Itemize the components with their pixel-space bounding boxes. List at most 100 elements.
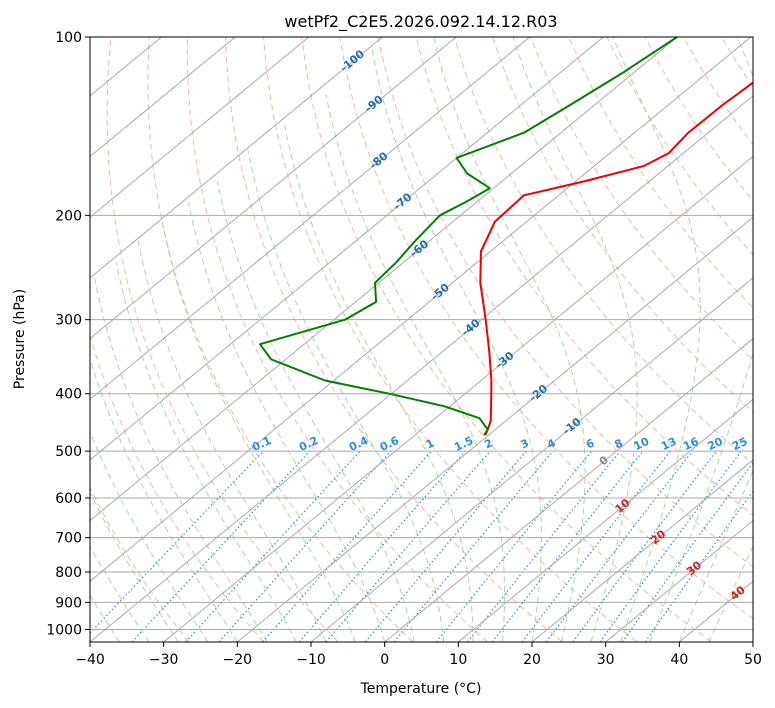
dry-adiabat-line (721, 37, 753, 88)
profile-series (259, 37, 753, 436)
isotherm-line (90, 37, 752, 582)
isotherm-line (90, 37, 531, 400)
isotherm-line (90, 37, 236, 158)
y-tick-label: 300 (55, 313, 82, 329)
x-tick-label: 40 (670, 652, 688, 668)
dry-adiabat-line (90, 333, 264, 642)
isotherm-line (237, 216, 753, 642)
dry-adiabat-line (147, 37, 414, 642)
dry-adiabat-line (225, 37, 563, 642)
moist-adiabat-line (137, 239, 327, 642)
mixing-ratio-line (364, 450, 527, 642)
mixing-ratio-label: 6 (584, 436, 597, 451)
mixing-ratio-label: 8 (613, 436, 625, 451)
pressure-gridlines (90, 37, 753, 630)
mixing-ratio-label: 13 (659, 435, 678, 453)
dry-adiabat-line (760, 37, 775, 642)
isotherm-line (310, 277, 753, 642)
x-axis-label: Temperature (°C) (360, 681, 482, 697)
x-tick-label: 10 (449, 652, 467, 668)
mixing-ratio-line (262, 450, 433, 642)
x-tick-label: −40 (75, 652, 105, 668)
y-axis-label: Pressure (hPa) (12, 289, 28, 389)
dry-adiabat-line (682, 37, 753, 146)
mixing-ratio-label: 4 (545, 436, 558, 451)
dry-adiabat-line (492, 37, 753, 413)
x-tick-label: 20 (523, 652, 541, 668)
temperature-profile-line (479, 81, 753, 436)
moist-adiabat-line (371, 49, 542, 642)
x-tick-label: −10 (296, 652, 326, 668)
y-tick-label: 100 (55, 30, 82, 46)
mixing-ratio-line (545, 450, 693, 642)
isotherm-line (90, 37, 310, 218)
mixing-ratio-label: 20 (706, 435, 726, 453)
x-axis-ticks: −40 −30 −20 −10 0 10 20 30 40 50 (75, 642, 762, 668)
potential-temp-label: -100 (338, 47, 368, 75)
moist-adiabat-line (612, 37, 701, 642)
mixing-ratio-line (131, 450, 311, 642)
moist-adiabat-line (247, 149, 445, 642)
dry-adiabat-line (186, 37, 488, 642)
dry-adiabat-line (90, 486, 190, 642)
moist-adiabat-line (115, 262, 297, 642)
x-tick-label: 50 (744, 652, 762, 668)
dry-adiabat-line (377, 37, 753, 568)
moist-adiabat-line (708, 545, 753, 642)
moist-adiabat-line (649, 37, 753, 642)
dry-adiabat-line (415, 37, 753, 516)
moist-adiabat-line (283, 123, 474, 642)
isotherm-line (90, 37, 383, 279)
y-tick-label: 500 (55, 444, 82, 460)
isotherm-line (163, 155, 753, 642)
isotherms (90, 37, 753, 642)
plot-frame (89, 36, 754, 643)
dewpoint-profile-line (259, 37, 678, 436)
mixing-ratio-line (467, 450, 621, 642)
moist-adiabat-line (90, 491, 179, 642)
isotherm-line (90, 37, 457, 340)
y-axis-ticks: 100 200 300 400 500 600 700 800 900 1000 (46, 30, 90, 638)
chart-title: wetPf2_C2E5.2026.092.14.12.R03 (284, 12, 557, 32)
isotherm-line (90, 95, 753, 642)
x-tick-label: −30 (149, 652, 179, 668)
isotherm-line (384, 337, 753, 642)
mixing-ratio-line (435, 450, 593, 642)
y-tick-label: 1000 (46, 622, 82, 638)
x-tick-label: −20 (223, 652, 253, 668)
dry-adiabat-line (530, 37, 753, 361)
dry-adiabat-line (263, 37, 638, 642)
isotherm-line (531, 459, 753, 642)
moist-adiabats (90, 37, 753, 642)
y-tick-label: 200 (55, 208, 82, 224)
y-tick-label: 900 (55, 595, 82, 611)
moist-adiabat-line (188, 202, 386, 642)
dry-adiabat-line (568, 37, 753, 309)
mixing-ratio-label: 36 (771, 435, 775, 453)
x-tick-label: 30 (597, 652, 615, 668)
y-tick-label: 700 (55, 531, 82, 547)
y-tick-label: 800 (55, 565, 82, 581)
mixing-ratio-label: 25 (730, 435, 749, 453)
dry-adiabat-line (106, 37, 339, 642)
mixing-ratio-line (218, 450, 392, 642)
moist-adiabat-line (325, 94, 506, 642)
mixing-ratio-line (185, 450, 361, 642)
plot-area: 0.1 0.2 0.4 0.6 1 1.5 2 3 4 6 8 10 13 16 20 25 30 36-100-… (90, 37, 775, 642)
dry-adiabat-line (339, 37, 753, 620)
mixing-ratio-label: 30 (751, 435, 771, 453)
mixing-ratio-line (621, 461, 753, 642)
moist-adiabat-line (90, 430, 209, 642)
mixing-ratio-line (572, 450, 718, 642)
mixing-ratio-line (644, 490, 753, 642)
moist-adiabat-line (512, 37, 638, 642)
mixing-ratio-lines (90, 450, 753, 642)
mixing-ratio-line (90, 450, 264, 635)
mixing-ratio-label: 16 (681, 435, 701, 453)
isotherm-line (90, 37, 678, 522)
isotherm-line (458, 398, 753, 642)
x-tick-label: 0 (380, 652, 389, 668)
moist-adiabat-line (161, 221, 356, 642)
isotherm-line (605, 519, 753, 642)
